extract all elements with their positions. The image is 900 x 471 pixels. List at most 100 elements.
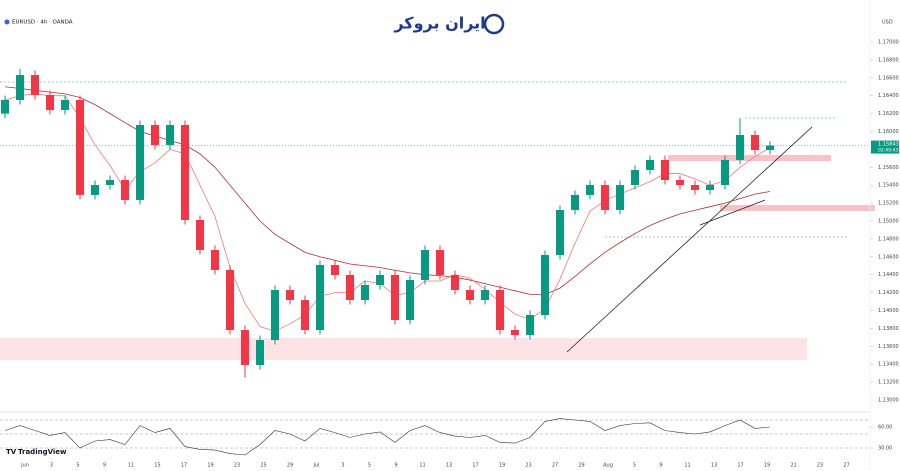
candle-body xyxy=(541,255,549,315)
x-tick-label: 11 xyxy=(684,463,690,469)
currency: USD xyxy=(882,20,893,26)
x-tick-label: 3 xyxy=(50,463,53,469)
candle-body xyxy=(436,250,444,275)
rsi-tick-label: 30.00 xyxy=(878,446,892,452)
candle-body xyxy=(511,330,519,335)
candle-body xyxy=(571,195,579,210)
y-tick-label: 1.14600 xyxy=(878,254,899,260)
candle-body xyxy=(421,250,429,280)
candle-body xyxy=(256,340,264,365)
candle-body xyxy=(556,210,564,255)
candle-body xyxy=(241,330,249,365)
x-tick-label: 17 xyxy=(472,463,478,469)
x-tick-label: 5 xyxy=(368,463,371,469)
x-tick-label: 27 xyxy=(552,463,558,469)
y-tick-label: 1.13400 xyxy=(878,362,899,368)
candle-body xyxy=(211,250,219,270)
candle-body xyxy=(331,265,339,275)
candle-body xyxy=(301,300,309,330)
symbol-icon xyxy=(5,20,10,25)
rsi-tick-label: 60.00 xyxy=(878,425,892,431)
candle-body xyxy=(151,125,159,145)
y-tick-label: 1.15000 xyxy=(878,219,899,225)
candle-body xyxy=(91,185,99,195)
candle-body xyxy=(391,275,399,320)
x-tick-label: 19 xyxy=(499,463,505,469)
y-tick-label: 1.14000 xyxy=(878,308,899,314)
x-tick-label: 5 xyxy=(76,463,79,469)
candle-body xyxy=(481,290,489,300)
x-tick-label: 23 xyxy=(234,463,240,469)
platform-icon: TV xyxy=(6,448,17,456)
candle-body xyxy=(736,135,744,160)
x-tick-label: 9 xyxy=(394,463,397,469)
candle-body xyxy=(271,290,279,340)
x-tick-label: 9 xyxy=(103,463,106,469)
x-tick-label: 15 xyxy=(154,463,160,469)
y-tick-label: 1.15400 xyxy=(878,183,899,189)
y-tick-label: 1.17000 xyxy=(878,40,899,46)
candle-body xyxy=(601,185,609,210)
x-tick-label: 17 xyxy=(737,463,743,469)
candle-body xyxy=(181,125,189,220)
x-tick-label: 23 xyxy=(817,463,823,469)
y-tick-label: 1.13000 xyxy=(878,398,899,404)
brand-logo: ایران بروکر xyxy=(393,14,485,33)
countdown: 02:49:43 xyxy=(878,148,898,154)
x-tick-label: 9 xyxy=(659,463,662,469)
candle-body xyxy=(316,265,324,330)
candle-body xyxy=(586,185,594,195)
candle-body xyxy=(76,100,84,195)
platform-logo: TradingView xyxy=(18,448,67,456)
x-tick-label: 29 xyxy=(578,463,584,469)
x-tick-label: 23 xyxy=(525,463,531,469)
x-tick-label: 19 xyxy=(207,463,213,469)
candle-body xyxy=(136,125,144,200)
candle-body xyxy=(526,315,534,335)
last-price-label: 1.15843 xyxy=(878,142,899,148)
x-tick-label: 13 xyxy=(446,463,452,469)
x-tick-label: 11 xyxy=(128,463,134,469)
y-tick-label: 1.13600 xyxy=(878,344,899,350)
candle-body xyxy=(226,270,234,330)
y-tick-label: 1.16000 xyxy=(878,129,899,135)
candle-body xyxy=(46,95,54,110)
x-tick-label: 5 xyxy=(633,463,636,469)
x-tick-label: Jun xyxy=(20,463,29,469)
candle-body xyxy=(376,275,384,285)
y-tick-label: 1.13200 xyxy=(878,380,899,386)
candle-body xyxy=(451,275,459,290)
candle-body xyxy=(121,180,129,200)
x-tick-label: 25 xyxy=(260,463,266,469)
candle-body xyxy=(16,75,24,100)
y-tick-label: 1.16800 xyxy=(878,57,899,63)
candle-body xyxy=(661,160,669,180)
candle-body xyxy=(286,290,294,300)
y-tick-label: 1.14400 xyxy=(878,272,899,278)
candle-body xyxy=(616,185,624,210)
x-tick-label: 11 xyxy=(419,463,425,469)
candle-body xyxy=(631,170,639,185)
x-tick-label: 21 xyxy=(790,463,796,469)
candle-body xyxy=(691,185,699,190)
candle-body xyxy=(751,135,759,150)
candle-body xyxy=(1,100,9,114)
y-tick-label: 1.16400 xyxy=(878,93,899,99)
candle-body xyxy=(646,160,654,170)
candle-body xyxy=(766,146,774,150)
y-tick-label: 1.14200 xyxy=(878,290,899,296)
x-tick-label: 3 xyxy=(341,463,344,469)
candle-body xyxy=(61,100,69,110)
candle-body xyxy=(466,290,474,300)
candle-body xyxy=(676,180,684,185)
y-tick-label: 1.13800 xyxy=(878,326,899,332)
x-tick-label: Aug xyxy=(603,463,613,469)
x-tick-label: 13 xyxy=(711,463,717,469)
candle-body xyxy=(706,185,714,190)
y-tick-label: 1.14800 xyxy=(878,236,899,242)
candle-body xyxy=(496,290,504,330)
y-tick-label: 1.15600 xyxy=(878,165,899,171)
x-tick-label: 27 xyxy=(843,463,849,469)
